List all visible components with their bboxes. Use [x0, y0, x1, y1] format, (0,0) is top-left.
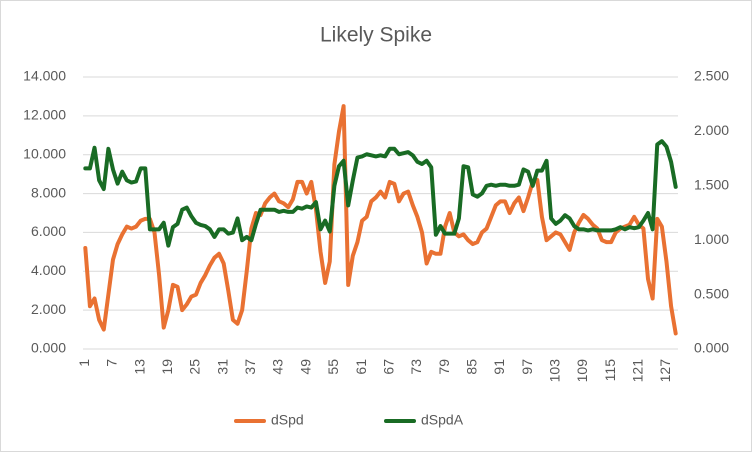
x-tick-label: 121: [629, 359, 645, 383]
x-tick-label: 1: [76, 359, 92, 367]
y-tick-label: 6.000: [31, 223, 66, 239]
x-tick-label: 61: [353, 359, 369, 375]
chart-title: Likely Spike: [320, 24, 432, 47]
y2-tick-label: 2.500: [694, 68, 729, 84]
legend-label: dSpdA: [421, 412, 464, 428]
x-tick-label: 43: [270, 359, 286, 375]
y2-tick-label: 1.500: [694, 177, 729, 193]
x-tick-label: 49: [297, 359, 313, 375]
y-tick-label: 10.000: [23, 145, 66, 161]
x-tick-label: 55: [325, 359, 341, 375]
y2-tick-label: 0.000: [694, 340, 729, 356]
x-tick-label: 127: [657, 359, 673, 383]
y-tick-label: 2.000: [31, 301, 66, 317]
x-tick-label: 67: [380, 359, 396, 375]
x-tick-label: 97: [519, 359, 535, 375]
x-tick-label: 19: [159, 359, 175, 375]
y-tick-label: 14.000: [23, 68, 66, 84]
y2-tick-label: 2.000: [694, 122, 729, 138]
x-tick-label: 91: [491, 359, 507, 375]
y2-tick-label: 1.000: [694, 231, 729, 247]
y2-tick-label: 0.500: [694, 285, 729, 301]
legend-label: dSpd: [271, 412, 304, 428]
x-tick-label: 37: [242, 359, 258, 375]
x-tick-label: 79: [436, 359, 452, 375]
y-tick-label: 8.000: [31, 184, 66, 200]
x-tick-label: 73: [408, 359, 424, 375]
x-tick-label: 115: [602, 359, 618, 382]
x-tick-label: 31: [214, 359, 230, 375]
x-tick-label: 7: [104, 359, 120, 367]
y-tick-label: 0.000: [31, 340, 66, 356]
x-tick-label: 109: [574, 359, 590, 383]
y-tick-label: 4.000: [31, 262, 66, 278]
x-tick-label: 85: [463, 359, 479, 375]
x-tick-label: 25: [187, 359, 203, 375]
y-tick-label: 12.000: [23, 107, 66, 123]
x-tick-label: 103: [546, 359, 562, 383]
data-line: [83, 139, 678, 248]
x-tick-label: 13: [131, 359, 147, 375]
